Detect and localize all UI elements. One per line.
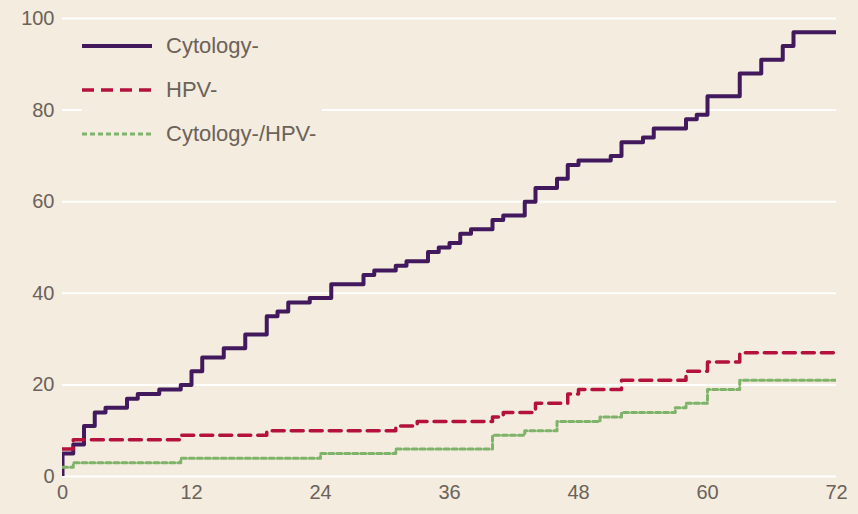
svg-text:40: 40 xyxy=(32,282,54,304)
svg-text:0: 0 xyxy=(57,481,68,503)
svg-text:20: 20 xyxy=(32,373,54,395)
svg-text:60: 60 xyxy=(696,481,718,503)
svg-text:12: 12 xyxy=(180,481,202,503)
svg-text:48: 48 xyxy=(567,481,589,503)
svg-text:80: 80 xyxy=(32,99,54,121)
svg-text:100: 100 xyxy=(21,7,54,29)
html-text:HPV-: HPV- xyxy=(166,77,218,102)
html-text:Cytology-/HPV-: Cytology-/HPV- xyxy=(166,121,317,146)
svg-text:36: 36 xyxy=(438,481,460,503)
svg-text:0: 0 xyxy=(43,465,54,487)
svg-text:60: 60 xyxy=(32,190,54,212)
html-text:Cytology-: Cytology- xyxy=(166,33,259,58)
svg-text:72: 72 xyxy=(825,481,847,503)
svg-text:24: 24 xyxy=(309,481,331,503)
